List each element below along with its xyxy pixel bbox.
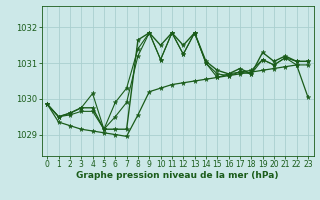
X-axis label: Graphe pression niveau de la mer (hPa): Graphe pression niveau de la mer (hPa) <box>76 171 279 180</box>
